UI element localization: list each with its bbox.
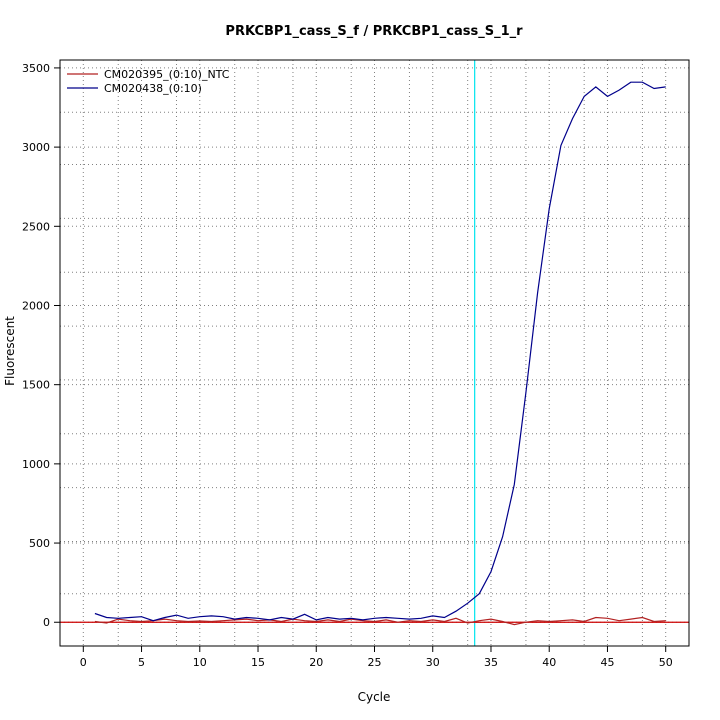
chart-title: PRKCBP1_cass_S_f / PRKCBP1_cass_S_1_r xyxy=(225,24,523,39)
x-tick-label: 45 xyxy=(600,656,614,669)
x-tick-label: 10 xyxy=(193,656,207,669)
y-tick-label: 3500 xyxy=(22,62,50,75)
x-tick-label: 25 xyxy=(368,656,382,669)
grid xyxy=(60,60,689,646)
y-tick-label: 1500 xyxy=(22,379,50,392)
series-lines xyxy=(94,81,666,626)
axes: 0 5 10 15 20 25 30 35 40 45 5005001000150020002500… xyxy=(22,59,690,669)
legend-label-2: CM020438_(0:10) xyxy=(104,82,202,95)
series-line-2 xyxy=(94,81,666,622)
y-tick-label: 500 xyxy=(29,537,50,550)
y-tick-label: 3000 xyxy=(22,141,50,154)
x-tick-label: 5 xyxy=(138,656,145,669)
y-tick-label: 2000 xyxy=(22,299,50,312)
x-tick-label: 0 xyxy=(80,656,87,669)
reference-lines xyxy=(60,60,689,646)
x-axis-label: Cycle xyxy=(358,690,391,704)
y-axis-label: Fluorescent xyxy=(3,316,17,386)
x-tick-label: 30 xyxy=(426,656,440,669)
y-tick-label: 2500 xyxy=(22,220,50,233)
y-tick-label: 0 xyxy=(43,616,50,629)
x-tick-label: 50 xyxy=(659,656,673,669)
x-tick-label: 15 xyxy=(251,656,265,669)
x-tick-label: 20 xyxy=(309,656,323,669)
x-tick-label: 35 xyxy=(484,656,498,669)
y-tick-label: 1000 xyxy=(22,458,50,471)
x-tick-label: 40 xyxy=(542,656,556,669)
legend-label-1: CM020395_(0:10)_NTC xyxy=(104,68,230,81)
series-line-1 xyxy=(94,616,666,626)
